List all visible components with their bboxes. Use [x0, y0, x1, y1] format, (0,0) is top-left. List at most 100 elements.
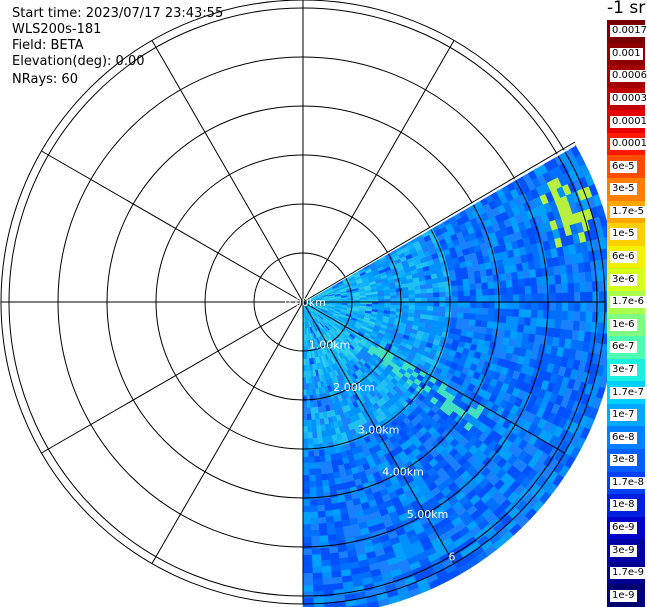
colorbar-label: 6e-5 [610, 160, 637, 173]
data-cell [302, 579, 314, 586]
data-cell [487, 314, 495, 323]
azimuth-spoke [302, 301, 455, 564]
data-layer [302, 144, 618, 607]
data-cell [493, 281, 501, 289]
data-cell [474, 276, 482, 285]
data-cell [451, 301, 459, 308]
data-cell [317, 443, 324, 451]
colorbar-label: 6e-7 [610, 341, 637, 354]
data-cell [567, 292, 575, 303]
colorbar-label: 1.7e-8 [610, 476, 647, 489]
data-cell [531, 301, 538, 311]
data-cell [315, 418, 321, 427]
data-cell [402, 305, 410, 310]
data-cell [456, 317, 464, 325]
data-cell [516, 270, 525, 280]
data-cell [323, 497, 332, 506]
data-cell [302, 493, 311, 501]
data-cell [302, 505, 311, 513]
data-cell [326, 528, 336, 536]
data-cell [314, 474, 323, 482]
data-cell [548, 275, 556, 286]
data-cell [476, 295, 483, 303]
data-cell [518, 309, 526, 318]
data-cell [312, 566, 323, 574]
data-cell [302, 499, 311, 507]
data-cell [439, 301, 447, 308]
data-cell [481, 314, 489, 322]
data-cell [542, 284, 551, 294]
data-cell [309, 480, 317, 488]
data-cell [457, 296, 465, 303]
data-cell [506, 308, 514, 317]
data-cell [579, 281, 587, 293]
data-cell [451, 296, 459, 303]
colorbar-label: 1e-9 [610, 589, 637, 602]
data-cell [302, 401, 307, 409]
colorbar-label: 6e-8 [610, 431, 637, 444]
data-cell [305, 377, 309, 384]
data-cell [444, 281, 452, 288]
data-cell [463, 301, 471, 309]
range-label: 1.00km [309, 338, 351, 351]
data-cell [462, 278, 470, 286]
data-cell [469, 307, 477, 315]
azimuth-spoke [151, 40, 304, 303]
field-name: Field: BETA [12, 38, 84, 53]
grid-layer [0, 0, 606, 605]
data-cell [525, 293, 532, 303]
data-cell [302, 591, 314, 599]
data-cell [463, 290, 471, 297]
data-cell [572, 272, 581, 284]
data-cell [302, 407, 308, 415]
data-cell [302, 438, 309, 446]
data-cell [517, 278, 526, 288]
data-cell [450, 312, 458, 319]
data-cell [510, 323, 519, 333]
data-cell [329, 490, 338, 499]
data-cell [451, 290, 459, 298]
data-cell [314, 468, 322, 476]
data-cell [578, 321, 587, 332]
data-cell [542, 310, 551, 320]
data-cell [463, 295, 471, 303]
data-cell [536, 309, 544, 320]
data-cell [469, 289, 477, 297]
azimuth-spoke [302, 301, 565, 454]
data-cell [302, 462, 310, 470]
data-cell [408, 301, 416, 307]
instrument-name: WLS200s-181 [12, 22, 102, 37]
data-cell [420, 293, 428, 299]
data-cell [414, 301, 422, 307]
data-cell [308, 388, 314, 396]
data-cell [432, 282, 440, 289]
data-cell [427, 301, 434, 307]
data-cell [580, 301, 587, 313]
colorbar: 0.0017 0.001 0.0006 0.0003 0.00017 0.0001 6e-5… [605, 20, 647, 607]
data-cell [549, 301, 557, 312]
data-cell [309, 499, 318, 507]
azimuth-spoke [41, 150, 304, 303]
data-cell [302, 432, 309, 439]
data-cell [439, 306, 446, 313]
data-cell [561, 292, 569, 303]
data-cell [535, 326, 543, 336]
data-cell [308, 474, 316, 482]
data-cell [433, 301, 440, 308]
data-cell [325, 460, 333, 468]
data-cell [455, 273, 463, 281]
data-cell [456, 279, 464, 287]
data-cell [536, 284, 544, 295]
data-cell [420, 305, 428, 311]
data-cell [506, 301, 514, 310]
data-cell [445, 306, 453, 313]
data-cell [475, 307, 483, 315]
data-cell [542, 318, 550, 329]
data-cell [306, 413, 312, 421]
data-cell [480, 320, 488, 329]
data-cell [518, 286, 526, 295]
data-cell [438, 281, 446, 288]
colorbar-label: 3e-8 [610, 454, 637, 467]
data-cell [512, 294, 520, 303]
data-cell [317, 437, 324, 445]
